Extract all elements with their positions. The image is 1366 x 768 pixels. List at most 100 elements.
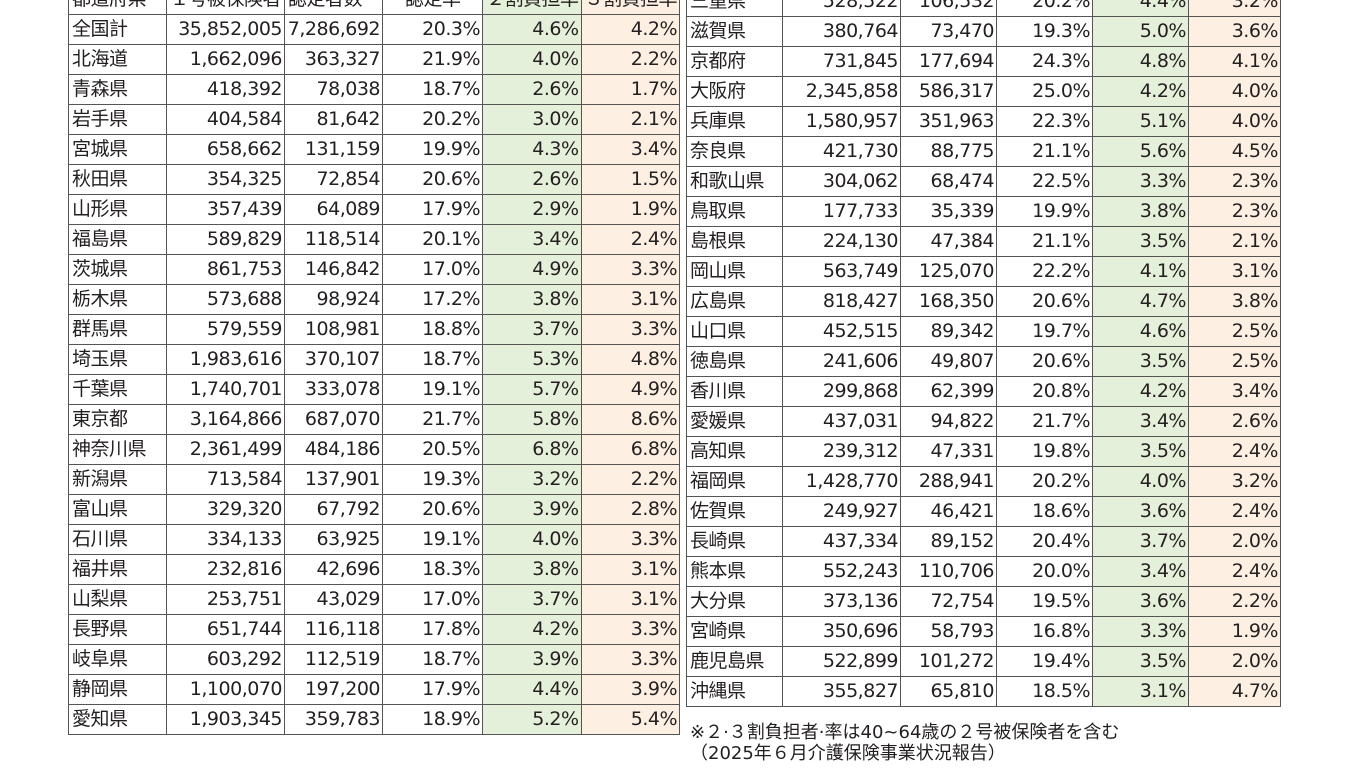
rate-2wari-cell: 3.3% <box>1092 616 1189 647</box>
table-row: 青森県 418,392 78,038 18.7% 2.6% 1.7% <box>68 74 681 105</box>
table-row: 愛知県 1,903,345 359,783 18.9% 5.2% 5.4% <box>68 704 681 735</box>
certification-rate-cell: 21.7% <box>382 404 483 435</box>
insured-count-cell: 1,662,096 <box>166 44 285 75</box>
prefecture-cell: 静岡県 <box>68 674 167 705</box>
insured-count-cell: 861,753 <box>166 254 285 285</box>
insured-count-cell: 404,584 <box>166 104 285 135</box>
table-row: 山梨県 253,751 43,029 17.0% 3.7% 3.1% <box>68 584 681 615</box>
certified-count-cell: 72,854 <box>284 164 383 195</box>
certification-rate-cell: 22.5% <box>996 166 1093 197</box>
certification-rate-cell: 17.9% <box>382 194 483 225</box>
insured-count-cell: 239,312 <box>782 436 901 467</box>
rate-2wari-cell: 4.2% <box>1092 376 1189 407</box>
rate-2wari-cell: 3.7% <box>1092 526 1189 557</box>
rate-2wari-cell: 3.4% <box>1092 556 1189 587</box>
rate-3wari-cell: 2.8% <box>580 494 681 525</box>
certification-rate-cell: 19.9% <box>382 134 483 165</box>
footnote: ※２·３割負担者·率は40~64歳の２号被保険者を含む （2025年６月介護保険… <box>690 722 1119 764</box>
certification-rate-cell: 18.5% <box>996 676 1093 707</box>
table-row: 島根県 224,130 47,384 21.1% 3.5% 2.1% <box>686 226 1281 257</box>
rate-2wari-cell: 4.2% <box>1092 76 1189 107</box>
certification-rate-cell: 22.3% <box>996 106 1093 137</box>
certification-rate-cell: 19.1% <box>382 374 483 405</box>
rate-2wari-cell: 4.9% <box>482 254 582 285</box>
insured-count-cell: 818,427 <box>782 286 901 317</box>
prefecture-cell: 山形県 <box>68 194 167 225</box>
certified-count-cell: 81,642 <box>284 104 383 135</box>
certification-rate-cell: 17.8% <box>382 614 483 645</box>
prefecture-cell: 滋賀県 <box>686 16 783 47</box>
certification-rate-cell: 20.6% <box>382 164 483 195</box>
rate-3wari-cell: 4.0% <box>1188 106 1281 137</box>
insured-count-cell: 357,439 <box>166 194 285 225</box>
insured-count-cell: 1,428,770 <box>782 466 901 497</box>
prefecture-cell: 青森県 <box>68 74 167 105</box>
rate-2wari-cell: 3.2% <box>482 464 582 495</box>
prefecture-cell: 和歌山県 <box>686 166 783 197</box>
table-row: 山口県 452,515 89,342 19.7% 4.6% 2.5% <box>686 316 1281 347</box>
prefecture-cell: 京都府 <box>686 46 783 77</box>
table-row: 鹿児島県 522,899 101,272 19.4% 3.5% 2.0% <box>686 646 1281 677</box>
rate-2wari-cell: 3.5% <box>1092 436 1189 467</box>
table-row: 全国計 35,852,005 7,286,692 20.3% 4.6% 4.2% <box>68 14 681 45</box>
certified-count-cell: 64,089 <box>284 194 383 225</box>
insured-count-cell: 241,606 <box>782 346 901 377</box>
certification-rate-cell: 18.3% <box>382 554 483 585</box>
prefecture-cell: 岡山県 <box>686 256 783 287</box>
certified-count-cell: 131,159 <box>284 134 383 165</box>
rate-3wari-cell: 2.4% <box>580 224 681 255</box>
prefecture-cell: 徳島県 <box>686 346 783 377</box>
rate-3wari-cell: 2.3% <box>1188 196 1281 227</box>
left-table-body: 都道府県 １号被保険者 認定者数 認定率 ２割負担率 ３割負担率 全国計35,8… <box>68 0 681 735</box>
table-row: 岐阜県 603,292 112,519 18.7% 3.9% 3.3% <box>68 644 681 675</box>
rate-2wari-cell: 3.6% <box>1092 496 1189 527</box>
prefecture-cell: 長野県 <box>68 614 167 645</box>
table-row: 埼玉県 1,983,616 370,107 18.7% 5.3% 4.8% <box>68 344 681 375</box>
prefecture-cell: 岐阜県 <box>68 644 167 675</box>
rate-2wari-cell: 3.5% <box>1092 226 1189 257</box>
certification-rate-cell: 18.7% <box>382 74 483 105</box>
rate-3wari-cell: 3.2% <box>1188 0 1281 17</box>
prefecture-cell: 北海道 <box>68 44 167 75</box>
certified-count-cell: 116,118 <box>284 614 383 645</box>
certified-count-cell: 58,793 <box>900 616 997 647</box>
prefecture-cell: 石川県 <box>68 524 167 555</box>
insured-count-cell: 589,829 <box>166 224 285 255</box>
certification-rate-cell: 20.2% <box>996 466 1093 497</box>
prefecture-cell: 新潟県 <box>68 464 167 495</box>
insured-count-cell: 329,320 <box>166 494 285 525</box>
prefecture-cell: 大阪府 <box>686 76 783 107</box>
insured-count-cell: 177,733 <box>782 196 901 227</box>
rate-2wari-cell: 3.9% <box>482 644 582 675</box>
rate-3wari-cell: 2.4% <box>1188 436 1281 467</box>
prefecture-cell: 山口県 <box>686 316 783 347</box>
prefecture-cell: 群馬県 <box>68 314 167 345</box>
certified-count-cell: 73,470 <box>900 16 997 47</box>
insured-count-cell: 713,584 <box>166 464 285 495</box>
rate-2wari-cell: 5.3% <box>482 344 582 375</box>
certified-count-cell: 43,029 <box>284 584 383 615</box>
certification-rate-cell: 18.8% <box>382 314 483 345</box>
insured-count-cell: 1,983,616 <box>166 344 285 375</box>
table-row: 兵庫県 1,580,957 351,963 22.3% 5.1% 4.0% <box>686 106 1281 137</box>
certification-rate-cell: 17.2% <box>382 284 483 315</box>
prefecture-cell: 広島県 <box>686 286 783 317</box>
rate-2wari-cell: 3.4% <box>482 224 582 255</box>
rate-2wari-cell: 4.3% <box>482 134 582 165</box>
rate-3wari-cell: 2.2% <box>580 44 681 75</box>
rate-3wari-cell: 3.3% <box>580 524 681 555</box>
rate-3wari-cell: 3.8% <box>1188 286 1281 317</box>
insured-count-cell: 380,764 <box>782 16 901 47</box>
rate-2wari-cell: 2.9% <box>482 194 582 225</box>
prefecture-cell: 神奈川県 <box>68 434 167 465</box>
rate-3wari-cell: 3.4% <box>580 134 681 165</box>
prefecture-cell: 愛知県 <box>68 704 167 735</box>
certified-count-cell: 78,038 <box>284 74 383 105</box>
rate-3wari-cell: 2.1% <box>580 104 681 135</box>
certified-count-cell: 35,339 <box>900 196 997 227</box>
rate-2wari-cell: 5.1% <box>1092 106 1189 137</box>
insured-count-cell: 2,345,858 <box>782 76 901 107</box>
certified-count-cell: 98,924 <box>284 284 383 315</box>
rate-3wari-cell: 4.8% <box>580 344 681 375</box>
rate-3wari-cell: 2.0% <box>1188 526 1281 557</box>
